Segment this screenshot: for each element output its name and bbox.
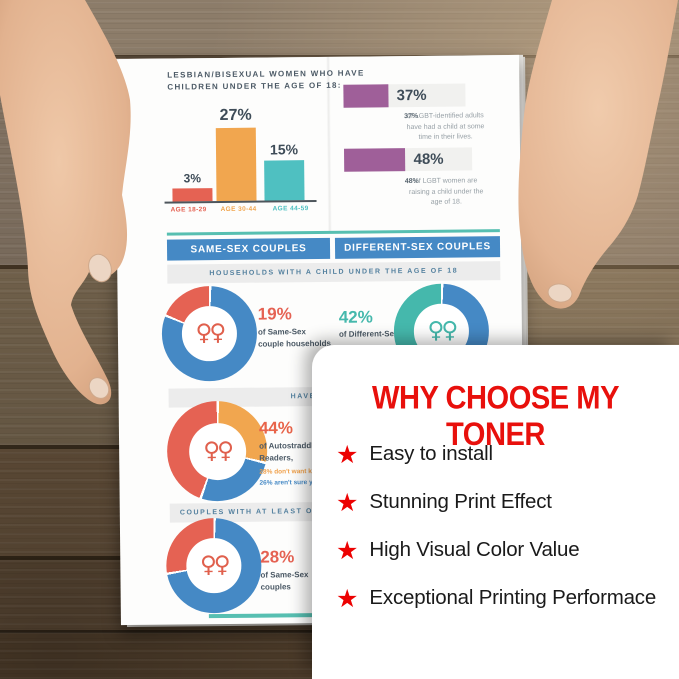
- feature-item: ★ High Visual Color Value: [336, 535, 673, 565]
- donut-hole: ♀♀: [182, 306, 237, 362]
- female-symbols-icon: ♀♀: [203, 437, 232, 464]
- bar-chart-categories: AGE 18-29 AGE 30-44 AGE 44-59: [161, 205, 331, 217]
- bar-age-18-29: 3%: [172, 171, 213, 202]
- stat-bar-48: 48%: [343, 147, 473, 172]
- donut-chart-autostraddle-44: ♀♀: [166, 400, 268, 502]
- donut-caption: of Same-Sex: [257, 327, 306, 337]
- donut-caption: of Same-Sex: [260, 570, 309, 580]
- bar-chart: 3% 27% 15%: [164, 107, 317, 202]
- donut-caption: couples: [260, 582, 291, 592]
- star-icon: ★: [336, 535, 359, 565]
- age-label: AGE 30-44: [220, 205, 257, 214]
- donut-percent: 44%: [258, 418, 294, 438]
- bar-value-label: 27%: [219, 106, 252, 125]
- column-header-same-sex: SAME-SEX COUPLES: [166, 237, 331, 261]
- bar-chart-axis: [164, 200, 317, 204]
- feature-item: ★ Easy to install: [336, 439, 673, 469]
- stat-bar-37: 37%: [343, 83, 466, 108]
- stat-caption-37: 37% of LGBT-identified adults have had a…: [322, 111, 487, 141]
- donut-caption: of Different-Sex: [338, 329, 399, 339]
- bar-age-30-44: 27%: [215, 106, 257, 202]
- donut-percent: 19%: [257, 304, 292, 324]
- feature-label: Easy to install: [369, 442, 493, 465]
- stat-caption-text: of LGBT women are raising a child under …: [408, 177, 484, 206]
- column-header-different-sex: DIFFERENT-SEX COUPLES: [334, 236, 501, 259]
- female-symbols-icon: ♀♀: [199, 551, 228, 579]
- donut-percent: 28%: [260, 547, 295, 567]
- bar: [215, 127, 257, 202]
- star-icon: ★: [336, 439, 359, 469]
- bar-age-44-59: 15%: [264, 141, 305, 201]
- card-title: WHY CHOOSE MY TONER: [371, 380, 619, 453]
- feature-item: ★ Stunning Print Effect: [336, 487, 673, 517]
- donut-subcaption: 26% aren't sure yet: [259, 479, 319, 487]
- section-band-households: HOUSEHOLDS WITH A CHILD UNDER THE AGE OF…: [167, 261, 501, 284]
- donut-hole: ♀♀: [186, 538, 242, 593]
- stat-bar-fill: [343, 148, 406, 172]
- donut-chart-couples-28: ♀♀: [165, 517, 262, 614]
- stat-bar-percent: 37%: [396, 86, 427, 105]
- marketing-card: WHY CHOOSE MY TONER ★ Easy to install ★ …: [312, 345, 679, 679]
- feature-label: High Visual Color Value: [369, 538, 580, 561]
- stat-bar-fill: [343, 84, 389, 108]
- bar: [172, 188, 213, 202]
- donut-chart-same-sex-19: ♀♀: [161, 285, 258, 382]
- star-icon: ★: [336, 583, 359, 613]
- divider-line: [166, 229, 500, 236]
- bar: [264, 159, 305, 201]
- star-icon: ★: [336, 487, 359, 517]
- donut-caption: Readers,: [259, 453, 294, 463]
- stat-caption-text: of LGBT-identified adults have had a chi…: [406, 112, 485, 141]
- stat-caption-48: 48% of LGBT women are raising a child un…: [322, 176, 487, 205]
- bar-value-label: 15%: [269, 140, 299, 158]
- female-symbols-icon: ♀♀: [427, 317, 456, 344]
- female-symbols-icon: ♀♀: [195, 319, 224, 347]
- donut-hole: ♀♀: [188, 422, 246, 480]
- age-label: AGE 18-29: [170, 206, 207, 214]
- stat-bar-percent: 48%: [413, 150, 444, 169]
- donut-caption: of Autostraddle: [259, 441, 318, 451]
- donut-caption: couple households: [257, 338, 331, 349]
- feature-label: Exceptional Printing Performace: [369, 586, 657, 609]
- bar-value-label: 3%: [183, 171, 202, 186]
- feature-item: ★ Exceptional Printing Performace: [336, 583, 673, 613]
- donut-percent: 42%: [338, 307, 373, 327]
- age-label: AGE 44-59: [272, 205, 309, 213]
- feature-label: Stunning Print Effect: [369, 490, 552, 513]
- feature-list: ★ Easy to install ★ Stunning Print Effec…: [336, 439, 673, 631]
